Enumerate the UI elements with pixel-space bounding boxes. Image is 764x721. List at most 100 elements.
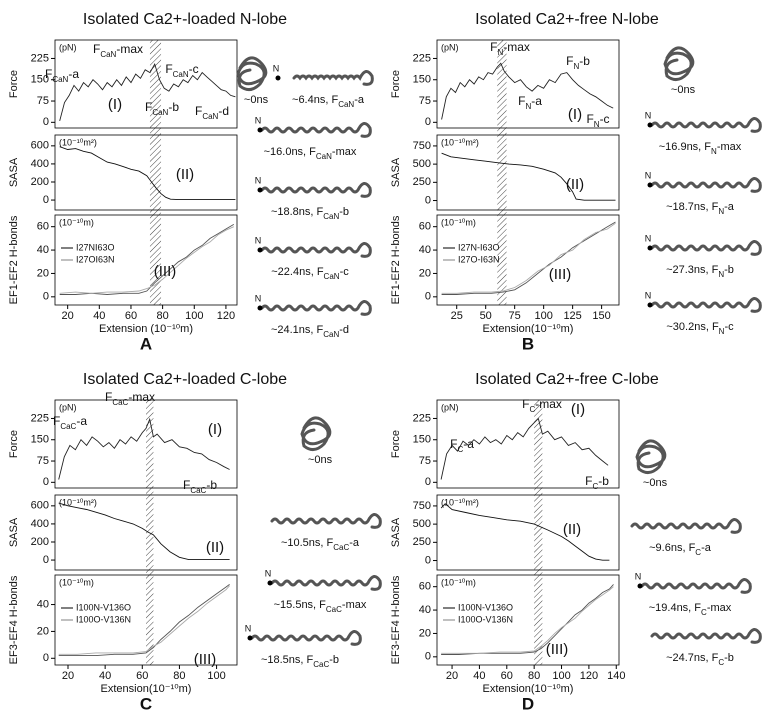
regime-label-text: (I) bbox=[108, 96, 122, 113]
y-tick-label: 400 bbox=[31, 518, 49, 530]
panel-letter: C bbox=[140, 694, 152, 713]
unit-label: (10⁻¹⁰m²) bbox=[59, 137, 97, 147]
y-tick-label: 60 bbox=[419, 221, 431, 233]
force-peak-label-text: F bbox=[518, 94, 525, 108]
snapshot-caption-rest: -c bbox=[724, 321, 734, 333]
snapshot-caption: ~0ns bbox=[244, 94, 269, 106]
protein-snapshot bbox=[650, 240, 762, 256]
x-axis-label: Extension(10⁻¹⁰m) bbox=[483, 323, 574, 335]
force-peak-label-sub: CaC bbox=[60, 422, 76, 431]
protein-snapshot bbox=[236, 56, 268, 91]
snapshot-caption-text: ~24.7ns, F bbox=[666, 652, 719, 664]
terminus-dot bbox=[647, 245, 653, 251]
force-peak-label-text: F bbox=[45, 67, 52, 81]
x-axis-label: Extension(10⁻¹⁰m) bbox=[101, 683, 192, 695]
unit-label: (pN) bbox=[441, 402, 459, 412]
terminus-label: N bbox=[245, 623, 252, 633]
x-tick-label: 75 bbox=[509, 310, 521, 322]
snapshot-caption-rest: -b bbox=[339, 206, 349, 218]
force-peak-label-sub: N bbox=[525, 102, 531, 111]
y-tick-label: 0 bbox=[425, 554, 431, 566]
y-tick-label: 250 bbox=[413, 536, 431, 548]
x-tick-label: 120 bbox=[580, 670, 598, 682]
force-peak-label-rest: -a bbox=[531, 94, 542, 108]
force-peak-label-sub: N bbox=[594, 120, 600, 129]
highlight-band bbox=[497, 40, 507, 305]
force-peak-label-sub: CaN bbox=[173, 70, 189, 79]
force-peak-label: FCaN-c bbox=[165, 62, 198, 78]
regime-label-text: (I) bbox=[208, 421, 222, 438]
y-tick-label: 600 bbox=[31, 140, 49, 152]
y-tick-label: 75 bbox=[37, 95, 49, 107]
y-tick-label: 60 bbox=[419, 581, 431, 593]
y-tick-label: 40 bbox=[419, 604, 431, 616]
regime-label: (II) bbox=[563, 521, 581, 538]
legend-label: I100N-V136O bbox=[458, 602, 513, 612]
y-axis-label: SASA bbox=[8, 517, 20, 547]
y-axis-label: SASA bbox=[390, 517, 402, 547]
regime-label-text: (II) bbox=[206, 539, 224, 556]
snapshot-caption-text: ~16.0ns, F bbox=[264, 146, 317, 158]
force-peak-label: FCaC-max bbox=[105, 390, 155, 406]
protein-snapshot bbox=[260, 242, 372, 258]
y-tick-label: 225 bbox=[31, 52, 49, 64]
terminus-dot bbox=[257, 127, 263, 133]
plot-frame bbox=[436, 574, 620, 666]
force-peak-label-text: F bbox=[490, 40, 497, 54]
snapshot-caption-rest: -d bbox=[339, 324, 349, 336]
regime-label-text: (II) bbox=[566, 176, 584, 193]
terminus-label: N bbox=[645, 233, 652, 243]
y-tick-label: 0 bbox=[425, 651, 431, 663]
snapshot-caption-rest: -max bbox=[717, 141, 742, 153]
protein-snapshot bbox=[635, 439, 667, 474]
snapshot-caption: ~30.2ns, FN-c bbox=[666, 321, 734, 336]
y-tick-label: 250 bbox=[413, 176, 431, 188]
snapshot-caption-text: ~18.8ns, F bbox=[271, 206, 324, 218]
y-tick-label: 40 bbox=[419, 244, 431, 256]
snapshot-caption-sub: N bbox=[711, 147, 717, 156]
unit-label: (pN) bbox=[441, 42, 459, 52]
force-peak-label-rest: -max bbox=[116, 42, 143, 56]
x-tick-label: 80 bbox=[173, 670, 185, 682]
force-peak-label-text: F bbox=[183, 478, 190, 492]
x-tick-label: 20 bbox=[62, 310, 74, 322]
terminus-dot bbox=[257, 305, 263, 311]
force-peak-label-text: F bbox=[586, 112, 593, 126]
plot-frame bbox=[54, 39, 238, 129]
legend-label: I100N-V136O bbox=[76, 602, 131, 612]
force-peak-label-text: F bbox=[195, 104, 202, 118]
force-peak-label: FCaN-b bbox=[145, 100, 179, 116]
snapshot-caption: ~27.3ns, FN-b bbox=[666, 264, 734, 279]
terminus-label: N bbox=[645, 170, 652, 180]
snapshot-caption-text: ~30.2ns, F bbox=[666, 321, 719, 333]
data-line bbox=[441, 584, 614, 655]
regime-label: (I) bbox=[571, 401, 585, 418]
snapshot-caption-sub: CaN bbox=[316, 152, 332, 161]
plot-frame bbox=[54, 134, 238, 211]
snapshot-caption-sub: CaN bbox=[324, 272, 340, 281]
snapshot-caption-rest: -c bbox=[340, 266, 350, 278]
force-peak-label-text: F bbox=[93, 42, 100, 56]
protein-snapshot bbox=[640, 578, 752, 594]
y-tick-label: 0 bbox=[43, 116, 49, 128]
protein-snapshot bbox=[650, 628, 762, 644]
snapshot-caption-rest: -b bbox=[724, 264, 734, 276]
snapshot-caption-rest: -b bbox=[329, 654, 339, 666]
plot-frame bbox=[54, 399, 238, 489]
y-tick-label: 0 bbox=[43, 194, 49, 206]
force-peak-label-rest: -max bbox=[503, 40, 530, 54]
y-tick-label: 200 bbox=[31, 176, 49, 188]
x-tick-label: 150 bbox=[592, 310, 610, 322]
force-peak-label-rest: -c bbox=[600, 112, 610, 126]
force-peak-label-sub: CaN bbox=[152, 108, 168, 117]
y-tick-label: 40 bbox=[37, 598, 49, 610]
panel-letter: A bbox=[140, 334, 152, 353]
regime-label-text: (III) bbox=[154, 263, 177, 280]
force-peak-label-sub: CaN bbox=[202, 112, 218, 121]
force-peak-label: FN-a bbox=[518, 94, 542, 110]
y-tick-label: 600 bbox=[31, 500, 49, 512]
x-tick-label: 140 bbox=[607, 670, 625, 682]
snapshot-caption-rest: -max bbox=[707, 602, 732, 614]
snapshot-caption: ~19.4ns, FC-max bbox=[649, 602, 732, 617]
snapshot-caption: ~0ns bbox=[643, 477, 668, 489]
